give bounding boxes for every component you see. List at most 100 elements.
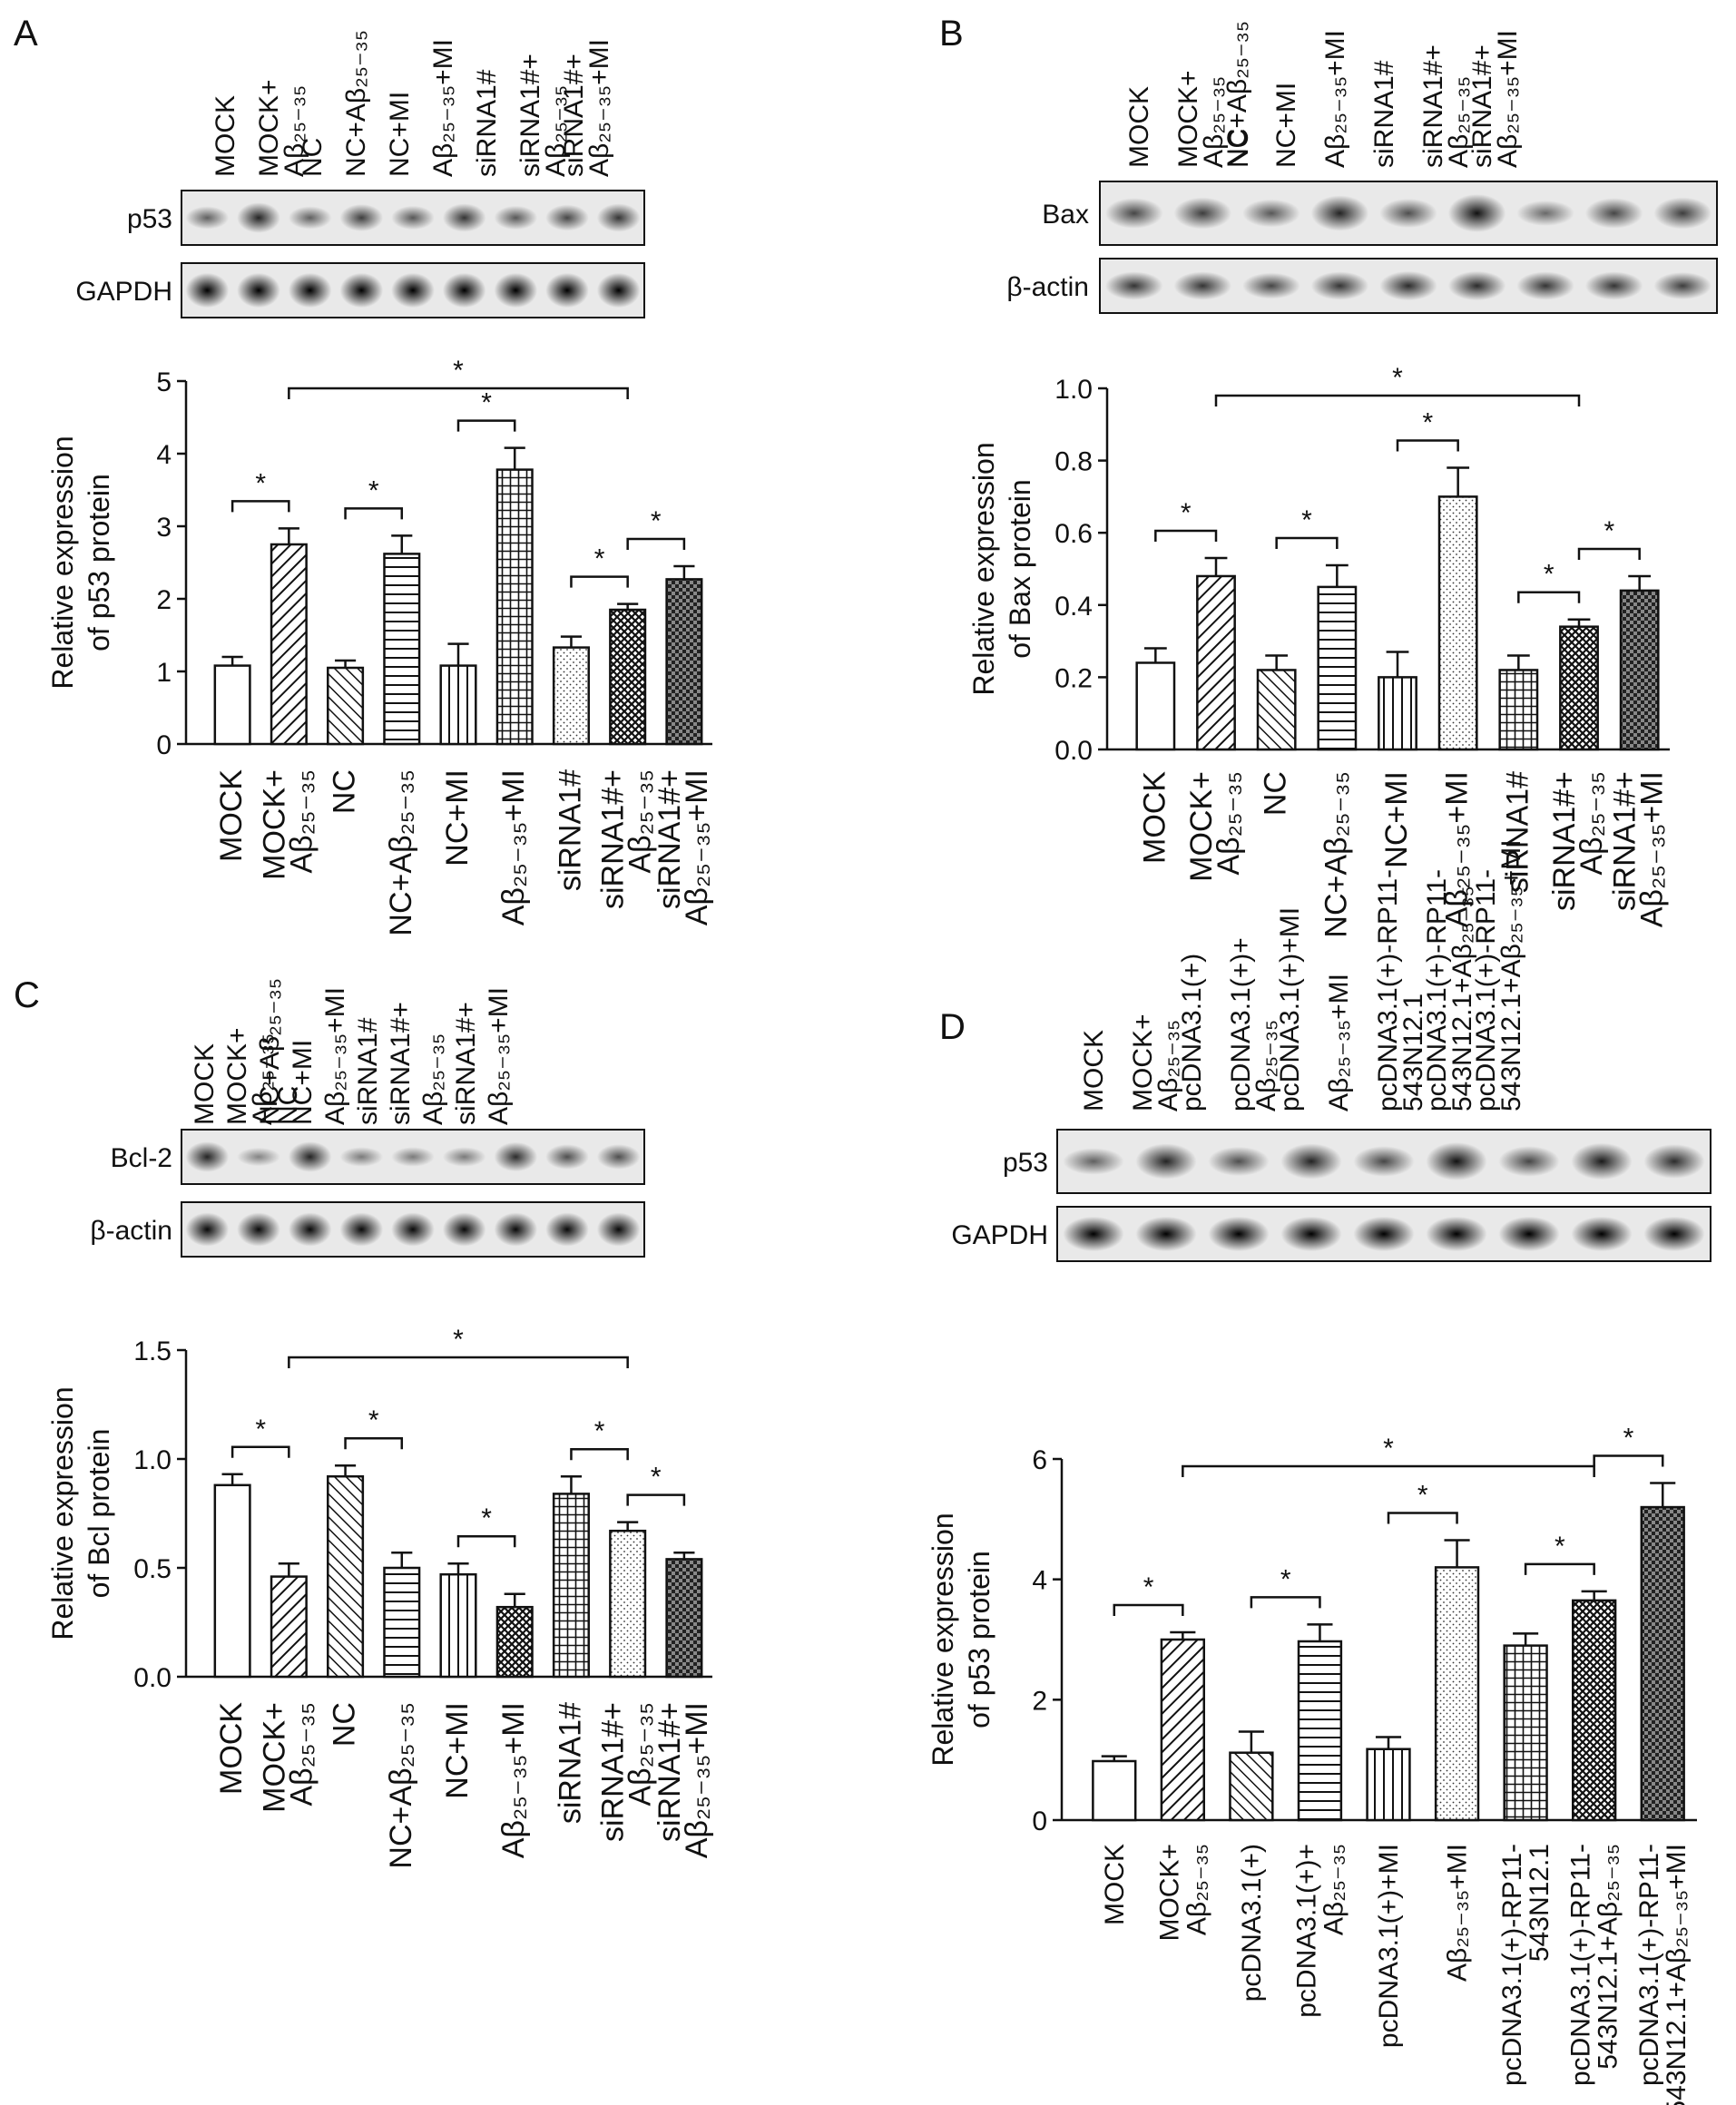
significance-star: * (453, 1325, 464, 1355)
bar (327, 1474, 365, 1679)
significance-star: * (1555, 1532, 1565, 1562)
bar (1378, 676, 1417, 751)
blot-band (185, 1212, 230, 1247)
blot-band (545, 204, 589, 231)
significance-star: * (651, 1463, 662, 1493)
lane-label: NC+MI (288, 1040, 318, 1125)
x-tick-label: MOCK (214, 1702, 249, 1795)
lane-label: MOCK (1079, 1030, 1109, 1111)
x-tick-label: siRNA1#+ (1608, 771, 1643, 911)
blot-band (1135, 1143, 1197, 1180)
x-tick-label: siRNA1#+ (1547, 771, 1582, 911)
lane-label: NC (298, 138, 328, 177)
x-tick-label: MOCK+ (257, 1702, 291, 1813)
blot-band (185, 272, 230, 308)
lane-label: Aβ₂₅₋₃₅ (1153, 1020, 1183, 1111)
x-tick-label: pcDNA3.1(+)-RP11- (1634, 1844, 1664, 2086)
x-tick-label: NC (328, 769, 362, 814)
y-tick-label: 0.0 (133, 1663, 172, 1693)
bar (1503, 1644, 1548, 1822)
blot-band (1105, 271, 1163, 300)
significance-star: * (1604, 516, 1614, 546)
x-tick-label: MOCK+ (257, 769, 291, 880)
bar (439, 664, 477, 746)
lane-label: Aβ₂₅₋₃₅ (1251, 1020, 1281, 1111)
x-tick-label: 543N12.1 (1525, 1844, 1555, 1962)
x-tick-label: pcDNA3.1(+)-RP11- (1566, 1844, 1596, 2086)
blot-band (185, 206, 230, 230)
significance-star: * (481, 388, 492, 418)
bar (665, 578, 703, 746)
panel-label: D (939, 1007, 966, 1047)
blot-band (237, 272, 280, 308)
lane-label: MOCK+ (254, 79, 284, 177)
bar (270, 543, 308, 746)
blot-band (391, 272, 435, 308)
y-axis-label: Relative expression (927, 1513, 959, 1766)
significance-bracket (288, 387, 629, 399)
blot-band (442, 203, 486, 232)
significance-star: * (651, 506, 662, 536)
lane-label: siRNA1#+ (1418, 44, 1448, 168)
lane-label: NC+Aβ₂₅₋₃₅ (341, 30, 371, 177)
x-tick-label: MOCK (1100, 1844, 1130, 1925)
bar (1317, 585, 1358, 751)
y-tick-label: 0 (156, 730, 172, 760)
blot-row-label: Bax (1042, 200, 1089, 230)
blot-band (1105, 198, 1163, 229)
blot-band (1280, 1216, 1342, 1252)
lane-label: NC+MI (385, 92, 415, 177)
x-tick-label: Aβ₂₅₋₃₅+MI (1440, 771, 1475, 927)
bar (383, 553, 421, 746)
blot-band (1426, 1216, 1487, 1252)
blot-row-label: Bcl-2 (111, 1143, 172, 1173)
blot-band (391, 1147, 435, 1167)
significance-bracket (626, 1493, 686, 1506)
y-tick-label: 1 (156, 658, 172, 688)
bar (1160, 1638, 1206, 1822)
significance-star: * (453, 356, 464, 386)
significance-star: * (1143, 1572, 1154, 1602)
blot-band (1643, 1216, 1705, 1252)
blot-row-label: β-actin (1006, 272, 1089, 302)
significance-star: * (1417, 1481, 1428, 1511)
x-tick-label: NC (1259, 771, 1293, 816)
bar (1498, 669, 1539, 751)
blot-band (1516, 271, 1574, 300)
x-tick-label: Aβ₂₅₋₃₅ (623, 1702, 658, 1806)
blot-band (1584, 198, 1643, 229)
lane-label: siRNA1# (472, 69, 502, 177)
blot-band (596, 1144, 641, 1170)
blot-band (1310, 195, 1369, 231)
blot-row-label: p53 (127, 204, 172, 234)
blot-band (391, 205, 435, 230)
blot-band (494, 1212, 538, 1247)
blot-band (1447, 270, 1506, 301)
lane-label: pcDNA3.1(+) (1177, 954, 1207, 1111)
lane-label: NC+Aβ₂₅₋₃₅ (1222, 21, 1252, 168)
blot-band (1353, 1146, 1415, 1177)
significance-bracket (344, 507, 404, 520)
significance-bracket (1214, 394, 1581, 406)
x-tick-label: siRNA1#+ (652, 769, 687, 909)
bar (552, 646, 590, 746)
significance-star: * (1181, 498, 1192, 528)
blot-band (339, 1212, 384, 1247)
x-tick-label: NC+Aβ₂₅₋₃₅ (384, 769, 418, 936)
significance-bracket (1275, 536, 1339, 550)
panel-label: B (939, 14, 964, 54)
x-tick-label: 543N12.1+Aβ₂₅₋₃₅+MI (1662, 1844, 1692, 2105)
bar (609, 1529, 647, 1679)
lane-label: MOCK (211, 95, 240, 177)
blot-band (1242, 199, 1300, 228)
significance-star: * (368, 475, 379, 505)
panel-label: A (14, 14, 38, 54)
significance-bracket (1396, 439, 1459, 452)
x-tick-label: siRNA1#+ (596, 1702, 631, 1842)
significance-bracket (1387, 1512, 1458, 1524)
lane-label: siRNA1#+ (386, 1002, 416, 1125)
lane-label: siRNA1#+ (1467, 44, 1497, 168)
x-tick-label: pcDNA3.1(+)+ (1291, 1844, 1321, 2018)
significance-bracket (1250, 1596, 1321, 1609)
lane-label: Aβ₂₅₋₃₅+MI (428, 39, 458, 177)
